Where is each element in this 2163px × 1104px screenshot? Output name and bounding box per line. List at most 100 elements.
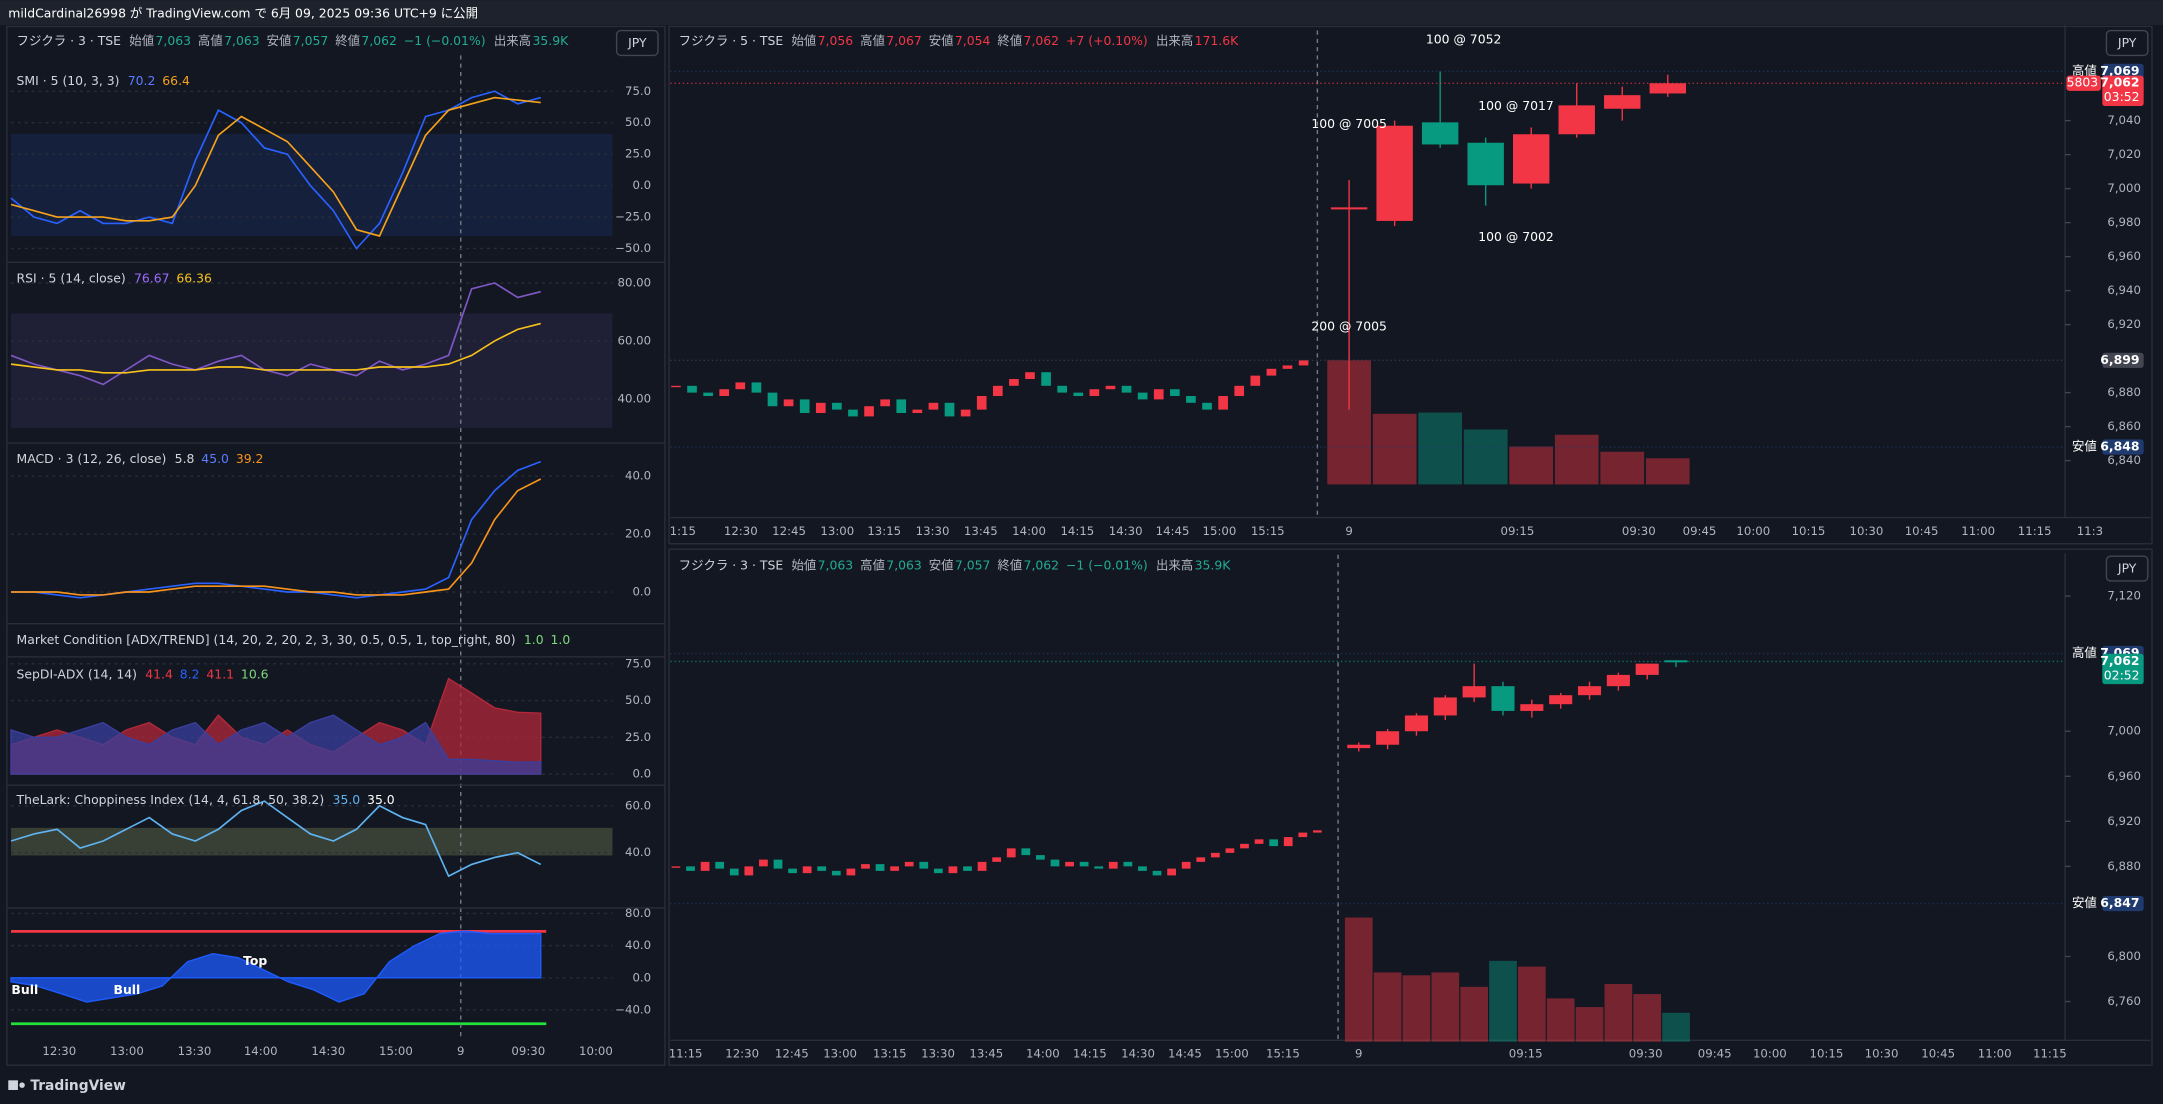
candle-body bbox=[919, 861, 929, 869]
currency-label: JPY bbox=[2117, 561, 2137, 576]
candle-body bbox=[896, 399, 907, 414]
candle-body bbox=[671, 385, 681, 388]
readout: 76.67 bbox=[134, 270, 170, 285]
candle-body bbox=[1635, 663, 1659, 675]
x-tick-label: 14:00 bbox=[1026, 1047, 1060, 1061]
y-tick-label: 40.0 bbox=[625, 938, 651, 952]
x-tick-label: 10:15 bbox=[1792, 524, 1826, 538]
x-tick-label: 13:00 bbox=[110, 1044, 144, 1058]
candle-body bbox=[928, 402, 939, 410]
candle-body bbox=[1094, 866, 1104, 869]
trade-annotation: 100 @ 7017 bbox=[1478, 98, 1554, 113]
trade-annotation: 100 @ 7052 bbox=[1426, 32, 1502, 47]
brand: TradingView bbox=[30, 1078, 126, 1094]
y-tick-label: 0.0 bbox=[632, 585, 651, 599]
price-badge-tag: 高値 bbox=[2072, 645, 2097, 660]
candle-body bbox=[687, 385, 697, 393]
x-tick-label: 12:45 bbox=[775, 1047, 809, 1061]
candle-body bbox=[799, 399, 810, 414]
trade-annotation: 100 @ 7002 bbox=[1478, 229, 1554, 244]
candle-body bbox=[1121, 385, 1132, 393]
change: −1 (−0.01%) bbox=[404, 33, 486, 48]
x-tick-label: 09:15 bbox=[1509, 1047, 1543, 1061]
candle-body bbox=[1041, 372, 1051, 386]
candle-body bbox=[977, 861, 987, 871]
candle-body bbox=[1404, 715, 1428, 732]
candle-body bbox=[715, 861, 725, 869]
readout: 5.8 bbox=[175, 451, 195, 466]
y-tick-label: 50.0 bbox=[625, 693, 651, 707]
price-badge-tag: 安値 bbox=[2072, 895, 2097, 910]
volume-bar bbox=[1460, 986, 1488, 1042]
indicator-line bbox=[10, 90, 541, 250]
candle-body bbox=[1512, 134, 1550, 184]
candle-body bbox=[960, 409, 971, 417]
left-panel bbox=[6, 25, 666, 1066]
x-tick-label: 10:00 bbox=[579, 1044, 613, 1058]
readout: 35.0 bbox=[333, 792, 361, 807]
x-tick-label: 10:15 bbox=[1810, 1047, 1844, 1061]
readout: 45.0 bbox=[201, 451, 229, 466]
candle-body bbox=[1283, 837, 1293, 847]
candle-body bbox=[1181, 861, 1191, 869]
volume-bar bbox=[1463, 429, 1508, 485]
top-bar bbox=[0, 0, 2163, 26]
logo-mark bbox=[19, 1082, 25, 1088]
x-tick-label: 13:45 bbox=[969, 1047, 1003, 1061]
ohlc-value: 7,054 bbox=[955, 33, 991, 48]
volume-bar bbox=[1600, 451, 1645, 485]
y-tick-label: 7,000 bbox=[2107, 181, 2141, 195]
volume-bar bbox=[1372, 413, 1417, 485]
candle-body bbox=[1282, 365, 1293, 369]
candle-body bbox=[1330, 207, 1368, 210]
candle-body bbox=[815, 402, 826, 414]
ohlc-label: 高値 bbox=[198, 33, 223, 48]
ohlc-value: 7,062 bbox=[1024, 33, 1060, 48]
price-badge bbox=[2102, 63, 2144, 79]
x-tick-label: 12:30 bbox=[42, 1044, 76, 1058]
x-tick-label: 14:30 bbox=[1121, 1047, 1155, 1061]
readout: 1.0 bbox=[524, 632, 544, 647]
ohlc-label: 終値 bbox=[335, 33, 360, 48]
volume-bar bbox=[1509, 446, 1554, 485]
x-tick-label: 09:30 bbox=[1622, 524, 1656, 538]
candle-body bbox=[976, 396, 987, 410]
candle-body bbox=[933, 868, 943, 874]
candle-body bbox=[846, 868, 856, 876]
readout: 35.0 bbox=[367, 792, 395, 807]
candle-body bbox=[992, 385, 1003, 397]
ohlc-label: 始値 bbox=[791, 33, 816, 48]
candle-body bbox=[1105, 385, 1116, 390]
change: +7 (+0.10%) bbox=[1066, 33, 1148, 48]
candle-body bbox=[1225, 848, 1235, 853]
x-tick-label: 11:15 bbox=[2033, 1047, 2067, 1061]
y-tick-label: 7,000 bbox=[2107, 724, 2141, 738]
x-tick-label: 13:00 bbox=[820, 524, 854, 538]
readout: 70.2 bbox=[128, 73, 156, 88]
candle-body bbox=[861, 864, 870, 869]
candle-body bbox=[671, 866, 681, 868]
countdown: 02:52 bbox=[2104, 667, 2140, 682]
candle-body bbox=[1137, 392, 1148, 400]
x-tick-label: 15:15 bbox=[1251, 524, 1285, 538]
x-tick-label: 14:45 bbox=[1156, 524, 1190, 538]
candle-body bbox=[1269, 839, 1279, 847]
x-tick-label: 11:15 bbox=[669, 1047, 703, 1061]
y-tick-label: 6,880 bbox=[2107, 859, 2141, 873]
price-badge bbox=[2102, 75, 2144, 107]
x-tick-label: 10:45 bbox=[1921, 1047, 1955, 1061]
x-tick-label: 10:30 bbox=[1865, 1047, 1899, 1061]
candle-body bbox=[1491, 686, 1515, 711]
candle-body bbox=[1298, 360, 1309, 366]
candle-body bbox=[890, 866, 899, 871]
x-tick-label: 14:30 bbox=[1109, 524, 1143, 538]
y-tick-label: 40.0 bbox=[625, 469, 651, 483]
price-badge-label: 7,062 bbox=[2100, 75, 2139, 90]
x-tick-label: 13:30 bbox=[178, 1044, 212, 1058]
x-tick-label: 15:00 bbox=[1203, 524, 1237, 538]
candle-body bbox=[992, 857, 1002, 862]
ohlc-label: 安値 bbox=[929, 557, 954, 572]
y-tick-label: 7,020 bbox=[2107, 147, 2141, 161]
candle-body bbox=[1234, 385, 1245, 397]
